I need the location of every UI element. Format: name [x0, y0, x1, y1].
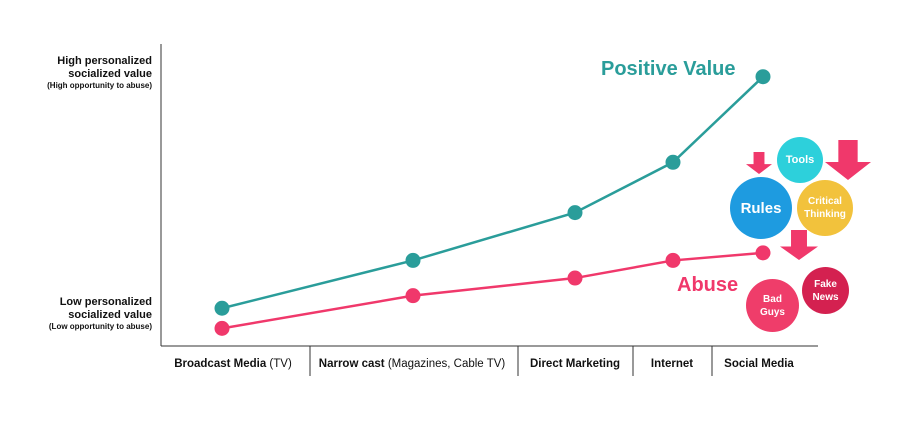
category-label-3-bold: Internet — [650, 358, 694, 370]
arrows-layer — [746, 140, 871, 260]
data-point-abuse-1 — [405, 288, 421, 304]
data-point-abuse-2 — [567, 270, 583, 286]
data-point-abuse-0 — [214, 320, 230, 336]
bad-guys-line2: Guys — [759, 306, 785, 318]
y-label-low: Low personalized socialized value (Low o… — [49, 296, 152, 332]
tools-bubble: Tools — [777, 137, 823, 183]
category-label-2: Direct Marketing — [530, 358, 620, 370]
category-label-0-bold: Broadcast Media — [174, 358, 267, 370]
y-label-low-line2: socialized value — [68, 309, 152, 321]
category-label-2-bold: Direct Marketing — [529, 358, 621, 370]
down-arrow-icon — [825, 140, 871, 180]
data-point-abuse-4 — [755, 245, 771, 261]
critical-thinking-bubble: Critical Thinking — [797, 180, 853, 236]
category-dividers — [309, 346, 713, 376]
tools-bubble-label: Tools — [785, 154, 815, 166]
data-point-positive-2 — [567, 205, 583, 221]
y-label-low-line1: Low personalized — [59, 296, 152, 308]
critical-thinking-line2: Thinking — [804, 209, 846, 220]
rules-bubble: Rules — [730, 177, 792, 239]
series-layer — [214, 69, 771, 336]
category-label-1-bold: Narrow cast — [318, 358, 385, 370]
category-label-4-bold: Social Media — [724, 358, 794, 370]
data-point-positive-0 — [214, 300, 230, 316]
bad-guys-line1: Bad — [763, 293, 782, 305]
category-label-1-rest: (Magazines, Cable TV) — [384, 358, 506, 370]
down-arrow-icon — [746, 152, 772, 174]
category-label-0-rest: (TV) — [266, 358, 292, 370]
down-arrow-icon — [780, 230, 818, 260]
data-point-positive-3 — [665, 154, 681, 170]
category-label-4: Social Media — [724, 358, 794, 370]
y-label-low-sub: (Low opportunity to abuse) — [48, 322, 152, 331]
critical-thinking-line1: Critical — [808, 196, 842, 207]
data-point-positive-1 — [405, 252, 421, 268]
bad-guys-bubble: Bad Guys — [746, 279, 799, 332]
fake-news-line2: News — [812, 291, 839, 303]
fake-news-bubble: Fake News — [802, 267, 849, 314]
category-label-1: Narrow cast (Magazines, Cable TV) — [319, 358, 505, 370]
rules-bubble-label: Rules — [740, 199, 782, 217]
series-label-abuse: Abuse — [677, 274, 739, 296]
y-label-high-line1: High personalized — [57, 55, 152, 67]
data-point-positive-4 — [755, 69, 771, 85]
series-label-positive: Positive Value — [601, 58, 736, 80]
y-label-high: High personalized socialized value (High… — [47, 55, 152, 91]
y-label-high-sub: (High opportunity to abuse) — [47, 81, 152, 90]
category-label-3: Internet — [651, 358, 693, 370]
category-label-0: Broadcast Media (TV) — [174, 358, 292, 370]
data-point-abuse-3 — [665, 252, 681, 268]
y-label-high-line2: socialized value — [68, 68, 152, 80]
fake-news-line1: Fake — [814, 278, 837, 290]
